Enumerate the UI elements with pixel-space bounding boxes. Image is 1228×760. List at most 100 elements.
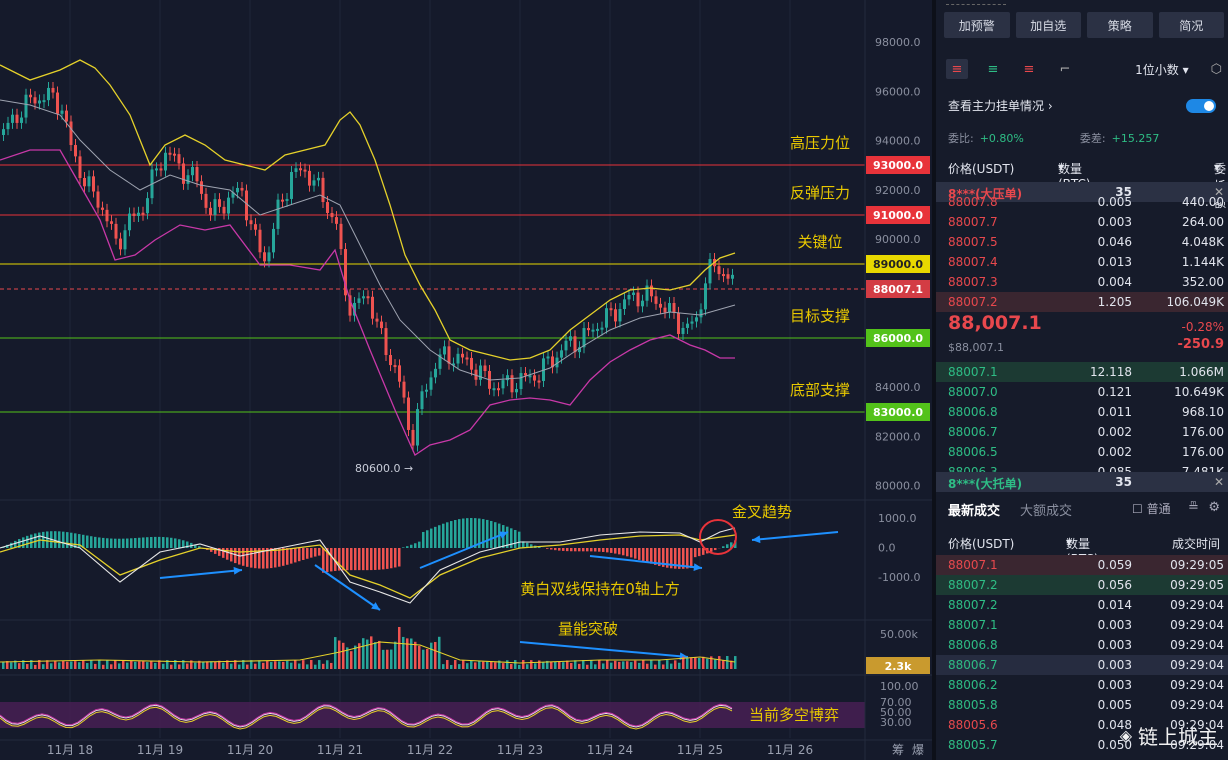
ask-row[interactable]: 88007.8 0.005 440.00 xyxy=(936,192,1228,212)
add-alert-button[interactable]: 加预警 xyxy=(944,12,1010,38)
candle-body xyxy=(227,197,230,214)
macd-histogram-bar xyxy=(642,548,645,562)
price-tick-label: 80000.0 xyxy=(875,480,921,493)
chart-area[interactable]: 98000.096000.094000.092000.090000.088000… xyxy=(0,0,932,760)
golden-cross-arrow xyxy=(751,531,839,541)
macd-tick-label: -1000.0 xyxy=(878,571,920,584)
macd-histogram-bar xyxy=(222,548,225,558)
candle-body xyxy=(650,285,653,297)
ob-total-header[interactable]: 委托额 ▾ xyxy=(1213,160,1226,210)
volume-bar xyxy=(658,660,661,669)
candle-body xyxy=(47,87,50,101)
main-orders-toggle[interactable] xyxy=(1186,98,1216,113)
overview-button[interactable]: 简况 xyxy=(1158,12,1224,38)
row-value: 440.00 xyxy=(1182,195,1224,209)
trade-row[interactable]: 88007.2 0.056 09:29:05 xyxy=(936,575,1228,595)
settings-icon[interactable]: ⬡ xyxy=(1210,61,1222,77)
close-icon[interactable]: ✕ xyxy=(1213,185,1224,199)
trade-row[interactable]: 88006.7 0.003 09:29:04 xyxy=(936,655,1228,675)
orderbook-bids-icon[interactable]: ≡ xyxy=(987,61,999,77)
candle-body xyxy=(416,409,419,446)
row-qty: 0.013 xyxy=(1097,255,1132,269)
sort-icon[interactable]: ≞ xyxy=(1188,500,1199,515)
normal-filter-checkbox[interactable]: ☐ 普通 xyxy=(1132,502,1171,516)
macd-histogram-bar xyxy=(330,548,333,572)
volume-bar xyxy=(298,663,301,669)
tab-large-trades[interactable]: 大额成交 xyxy=(1020,504,1073,519)
trade-row[interactable]: 88007.1 0.003 09:29:04 xyxy=(936,615,1228,635)
volume-bar xyxy=(330,662,333,669)
candle-body xyxy=(641,300,644,307)
macd-histogram-bar xyxy=(726,544,729,548)
close-icon[interactable]: ✕ xyxy=(1213,475,1224,489)
strategy-button[interactable]: 策略 xyxy=(1087,12,1153,38)
big-order-qty: 35 xyxy=(1115,475,1132,489)
row-value: 09:29:04 xyxy=(1170,738,1224,752)
trade-row[interactable]: 88005.7 0.050 09:29:04 xyxy=(936,735,1228,755)
trade-row[interactable]: 88005.8 0.005 09:29:04 xyxy=(936,695,1228,715)
big-bid-order[interactable]: 8***(大托单) 35 ✕ xyxy=(936,472,1228,492)
trade-row[interactable]: 88005.6 0.048 09:29:04 xyxy=(936,715,1228,735)
ask-row[interactable]: 88007.2 1.205 106.049K xyxy=(936,292,1228,312)
macd-histogram-bar xyxy=(310,548,313,558)
last-price-usd: $88,007.1 xyxy=(948,341,1004,354)
trade-row[interactable]: 88006.8 0.003 09:29:04 xyxy=(936,635,1228,655)
bid-row[interactable]: 88006.7 0.002 176.00 xyxy=(936,422,1228,442)
volume-bar xyxy=(510,663,513,669)
candle-body xyxy=(479,365,482,380)
candle-body xyxy=(29,94,32,98)
candle-body xyxy=(722,274,725,277)
candle-body xyxy=(483,365,487,372)
trade-row[interactable]: 88007.1 0.059 09:29:05 xyxy=(936,555,1228,575)
volume-bar xyxy=(254,663,257,669)
candle-body xyxy=(123,230,127,250)
bid-row[interactable]: 88007.1 12.118 1.066M xyxy=(936,362,1228,382)
candle-body xyxy=(96,191,100,208)
trade-row[interactable]: 88006.2 0.003 09:29:04 xyxy=(936,675,1228,695)
ask-row[interactable]: 88007.7 0.003 264.00 xyxy=(936,212,1228,232)
volume-bar xyxy=(62,660,65,669)
trades-qty-header[interactable]: 数量(BTC) ▾ xyxy=(1066,535,1099,566)
volume-bar xyxy=(294,660,297,669)
orderbook-depth-icon[interactable]: ⌐ xyxy=(1059,61,1071,77)
volume-bar xyxy=(202,661,205,669)
ask-row[interactable]: 88007.5 0.046 4.048K xyxy=(936,232,1228,252)
macd-histogram-bar xyxy=(34,533,37,548)
macd-histogram-bar xyxy=(518,531,521,548)
volume-bar xyxy=(402,636,405,669)
macd-histogram-bar xyxy=(446,522,449,548)
add-watchlist-button[interactable]: 加自选 xyxy=(1015,12,1081,38)
decimal-select[interactable]: 1位小数 ▾ xyxy=(1135,62,1189,77)
ob-qty-header[interactable]: 数量 (BTC) ▾ xyxy=(1058,160,1091,191)
macd-histogram-bar xyxy=(538,546,541,548)
bid-row[interactable]: 88007.0 0.121 10.649K xyxy=(936,382,1228,402)
volume-bar xyxy=(78,662,81,669)
volume-bar xyxy=(606,660,609,669)
row-value: 968.10 xyxy=(1182,405,1224,419)
ask-row[interactable]: 88007.4 0.013 1.144K xyxy=(936,252,1228,272)
trade-row[interactable]: 88007.2 0.014 09:29:04 xyxy=(936,595,1228,615)
macd-histogram-bar xyxy=(70,532,73,548)
candle-body xyxy=(263,252,266,262)
macd-histogram-bar xyxy=(110,538,113,548)
volume-bar xyxy=(366,639,369,669)
ask-row[interactable]: 88007.3 0.004 352.00 xyxy=(936,272,1228,292)
macd-histogram-bar xyxy=(482,519,485,548)
row-qty: 0.048 xyxy=(1097,718,1132,732)
volume-bar xyxy=(702,656,705,669)
panel-divider[interactable] xyxy=(932,0,936,760)
tab-latest-trades[interactable]: 最新成交 xyxy=(948,504,1001,519)
orderbook-asks-icon[interactable]: ≡ xyxy=(1023,61,1035,77)
volume-bar xyxy=(422,649,425,669)
chart-canvas[interactable]: 98000.096000.094000.092000.090000.088000… xyxy=(0,0,932,760)
candle-body xyxy=(465,357,469,360)
volume-bar xyxy=(598,660,601,669)
bid-row[interactable]: 88006.5 0.002 176.00 xyxy=(936,442,1228,462)
macd-histogram-bar xyxy=(102,537,105,548)
settings-small-icon[interactable]: ⚙ xyxy=(1208,500,1220,515)
big-ask-order[interactable]: 8***(大压单) 35 ✕ xyxy=(936,182,1228,202)
bid-row[interactable]: 88006.8 0.011 968.10 xyxy=(936,402,1228,422)
orderbook-both-icon[interactable]: ≡ xyxy=(946,59,968,79)
volume-bar xyxy=(26,664,29,669)
candle-body xyxy=(515,388,518,393)
